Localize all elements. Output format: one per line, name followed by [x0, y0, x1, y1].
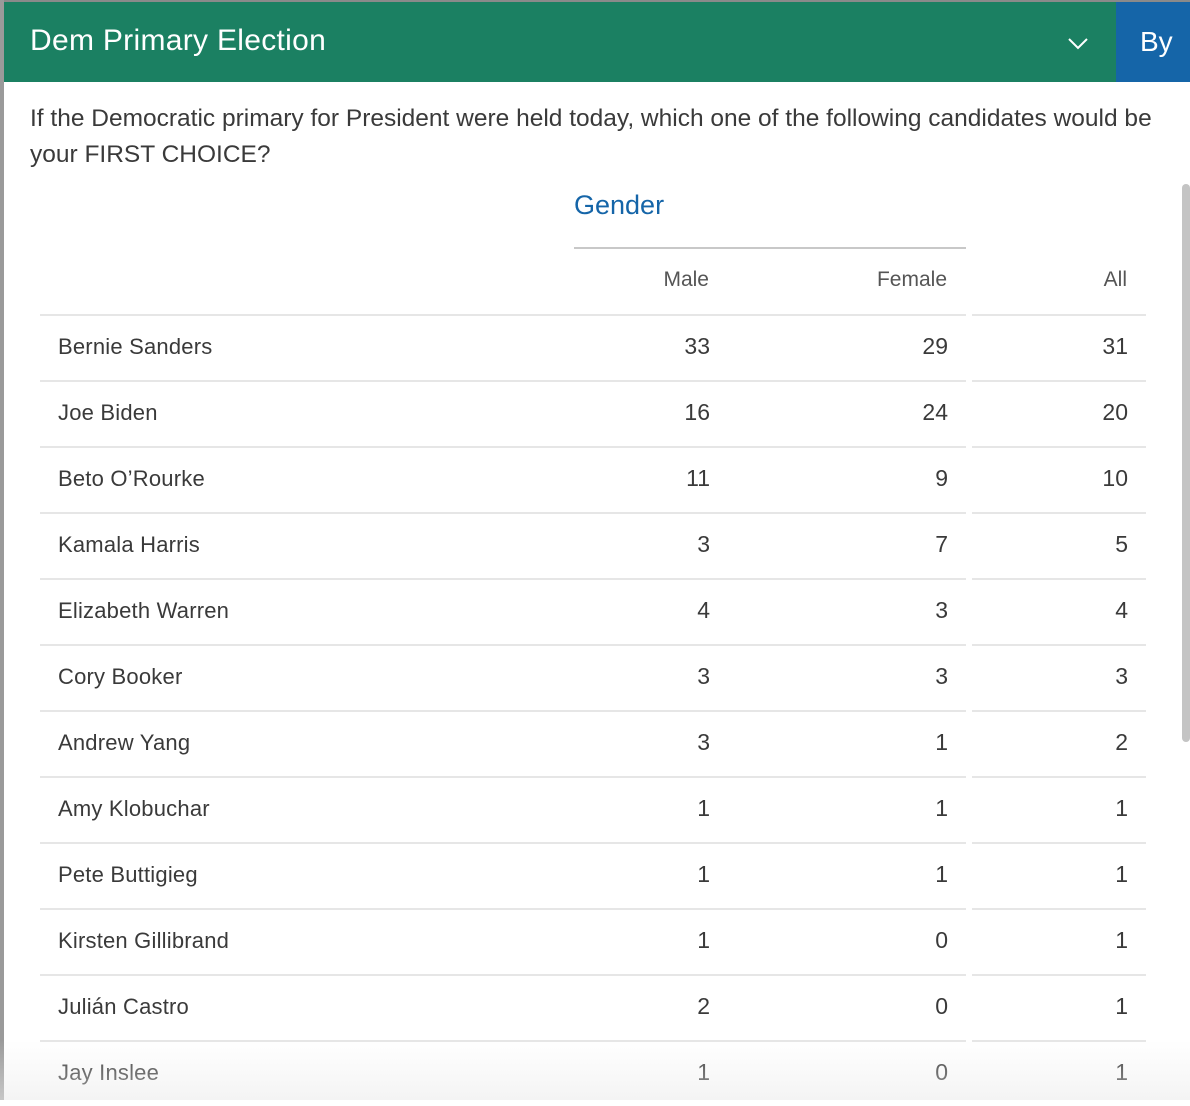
all-percent: 2 — [1115, 729, 1128, 755]
female-percent: 0 — [935, 927, 948, 953]
row-divider — [972, 314, 1146, 316]
group-header-divider — [574, 247, 966, 249]
table-row: Kirsten Gillibrand 1 0 1 — [0, 908, 1190, 974]
row-divider — [40, 1040, 966, 1042]
male-percent: 33 — [684, 333, 710, 359]
row-divider — [40, 380, 966, 382]
female-percent: 7 — [935, 531, 948, 557]
candidate-name: Andrew Yang — [58, 730, 191, 755]
male-percent: 3 — [697, 663, 710, 689]
all-percent: 10 — [1102, 465, 1128, 491]
male-percent: 1 — [697, 927, 710, 953]
female-percent: 1 — [935, 729, 948, 755]
row-divider — [40, 842, 966, 844]
all-percent: 5 — [1115, 531, 1128, 557]
row-divider — [40, 512, 966, 514]
table-row: Elizabeth Warren 4 3 4 — [0, 578, 1190, 644]
candidate-name: Cory Booker — [58, 664, 183, 689]
row-divider — [972, 842, 1146, 844]
table-row: Julián Castro 2 0 1 — [0, 974, 1190, 1040]
candidate-name: Pete Buttigieg — [58, 862, 198, 887]
all-percent: 3 — [1115, 663, 1128, 689]
all-percent: 20 — [1102, 399, 1128, 425]
row-divider — [972, 710, 1146, 712]
table-row: Bernie Sanders 33 29 31 — [0, 314, 1190, 380]
male-percent: 3 — [697, 531, 710, 557]
row-divider — [972, 512, 1146, 514]
male-percent: 1 — [697, 795, 710, 821]
candidate-name: Kirsten Gillibrand — [58, 928, 230, 953]
row-divider — [40, 314, 966, 316]
by-selector-label: By — [1140, 26, 1173, 57]
question-selector-title: Dem Primary Election — [30, 24, 327, 57]
row-divider — [40, 908, 966, 910]
table-row: Beto O’Rourke 11 9 10 — [0, 446, 1190, 512]
female-percent: 1 — [935, 795, 948, 821]
female-percent: 0 — [935, 993, 948, 1019]
candidate-name: Bernie Sanders — [58, 334, 213, 359]
all-percent: 1 — [1115, 927, 1128, 953]
all-percent: 4 — [1115, 597, 1128, 623]
female-percent: 9 — [935, 465, 948, 491]
table-row: Amy Klobuchar 1 1 1 — [0, 776, 1190, 842]
row-divider — [40, 776, 966, 778]
candidate-name: Elizabeth Warren — [58, 598, 230, 623]
column-header-male: Male — [663, 268, 709, 291]
column-header-female: Female — [876, 268, 947, 291]
row-divider — [972, 644, 1146, 646]
row-divider — [972, 974, 1146, 976]
candidate-name: Joe Biden — [58, 400, 158, 425]
table-row: Pete Buttigieg 1 1 1 — [0, 842, 1190, 908]
column-header-all: All — [1103, 268, 1127, 291]
group-header-gender: Gender — [574, 190, 665, 220]
male-percent: 2 — [697, 993, 710, 1019]
all-percent: 1 — [1115, 861, 1128, 887]
table-row: Kamala Harris 3 7 5 — [0, 512, 1190, 578]
vertical-scrollbar[interactable] — [1182, 184, 1190, 742]
all-percent: 1 — [1115, 795, 1128, 821]
row-divider — [40, 710, 966, 712]
panel-left-edge — [0, 0, 4, 1100]
table-row: Cory Booker 3 3 3 — [0, 644, 1190, 710]
row-divider — [972, 776, 1146, 778]
all-percent: 1 — [1115, 1059, 1128, 1085]
female-percent: 3 — [935, 663, 948, 689]
row-divider — [40, 446, 966, 448]
female-percent: 29 — [922, 333, 948, 359]
row-divider — [40, 644, 966, 646]
male-percent: 1 — [697, 1059, 710, 1085]
candidate-name: Julián Castro — [58, 994, 189, 1019]
candidate-name: Jay Inslee — [58, 1060, 160, 1085]
female-percent: 3 — [935, 597, 948, 623]
row-divider — [972, 380, 1146, 382]
table-row: Jay Inslee 1 0 1 — [0, 1040, 1190, 1106]
candidate-name: Kamala Harris — [58, 532, 200, 557]
all-percent: 31 — [1102, 333, 1128, 359]
row-divider — [972, 908, 1146, 910]
female-percent: 1 — [935, 861, 948, 887]
candidate-name: Amy Klobuchar — [58, 796, 210, 821]
question-text: If the Democratic primary for President … — [30, 105, 1152, 168]
male-percent: 16 — [684, 399, 710, 425]
male-percent: 3 — [697, 729, 710, 755]
row-divider — [40, 974, 966, 976]
male-percent: 11 — [686, 465, 710, 491]
all-percent: 1 — [1115, 993, 1128, 1019]
row-divider — [972, 578, 1146, 580]
table-row: Joe Biden 16 24 20 — [0, 380, 1190, 446]
results-table: Bernie Sanders 33 29 31 Joe Biden 16 24 20 Beto … — [0, 314, 1190, 1106]
question-selector-bar[interactable]: Dem Primary Election — [4, 0, 1116, 82]
female-percent: 24 — [922, 399, 948, 425]
female-percent: 0 — [935, 1059, 948, 1085]
chevron-down-icon[interactable] — [1066, 32, 1090, 56]
table-row: Andrew Yang 3 1 2 — [0, 710, 1190, 776]
row-divider — [972, 446, 1146, 448]
male-percent: 1 — [697, 861, 710, 887]
candidate-name: Beto O’Rourke — [58, 466, 205, 491]
row-divider — [972, 1040, 1146, 1042]
by-selector-tab[interactable]: By — [1116, 0, 1190, 82]
row-divider — [40, 578, 966, 580]
male-percent: 4 — [697, 597, 710, 623]
